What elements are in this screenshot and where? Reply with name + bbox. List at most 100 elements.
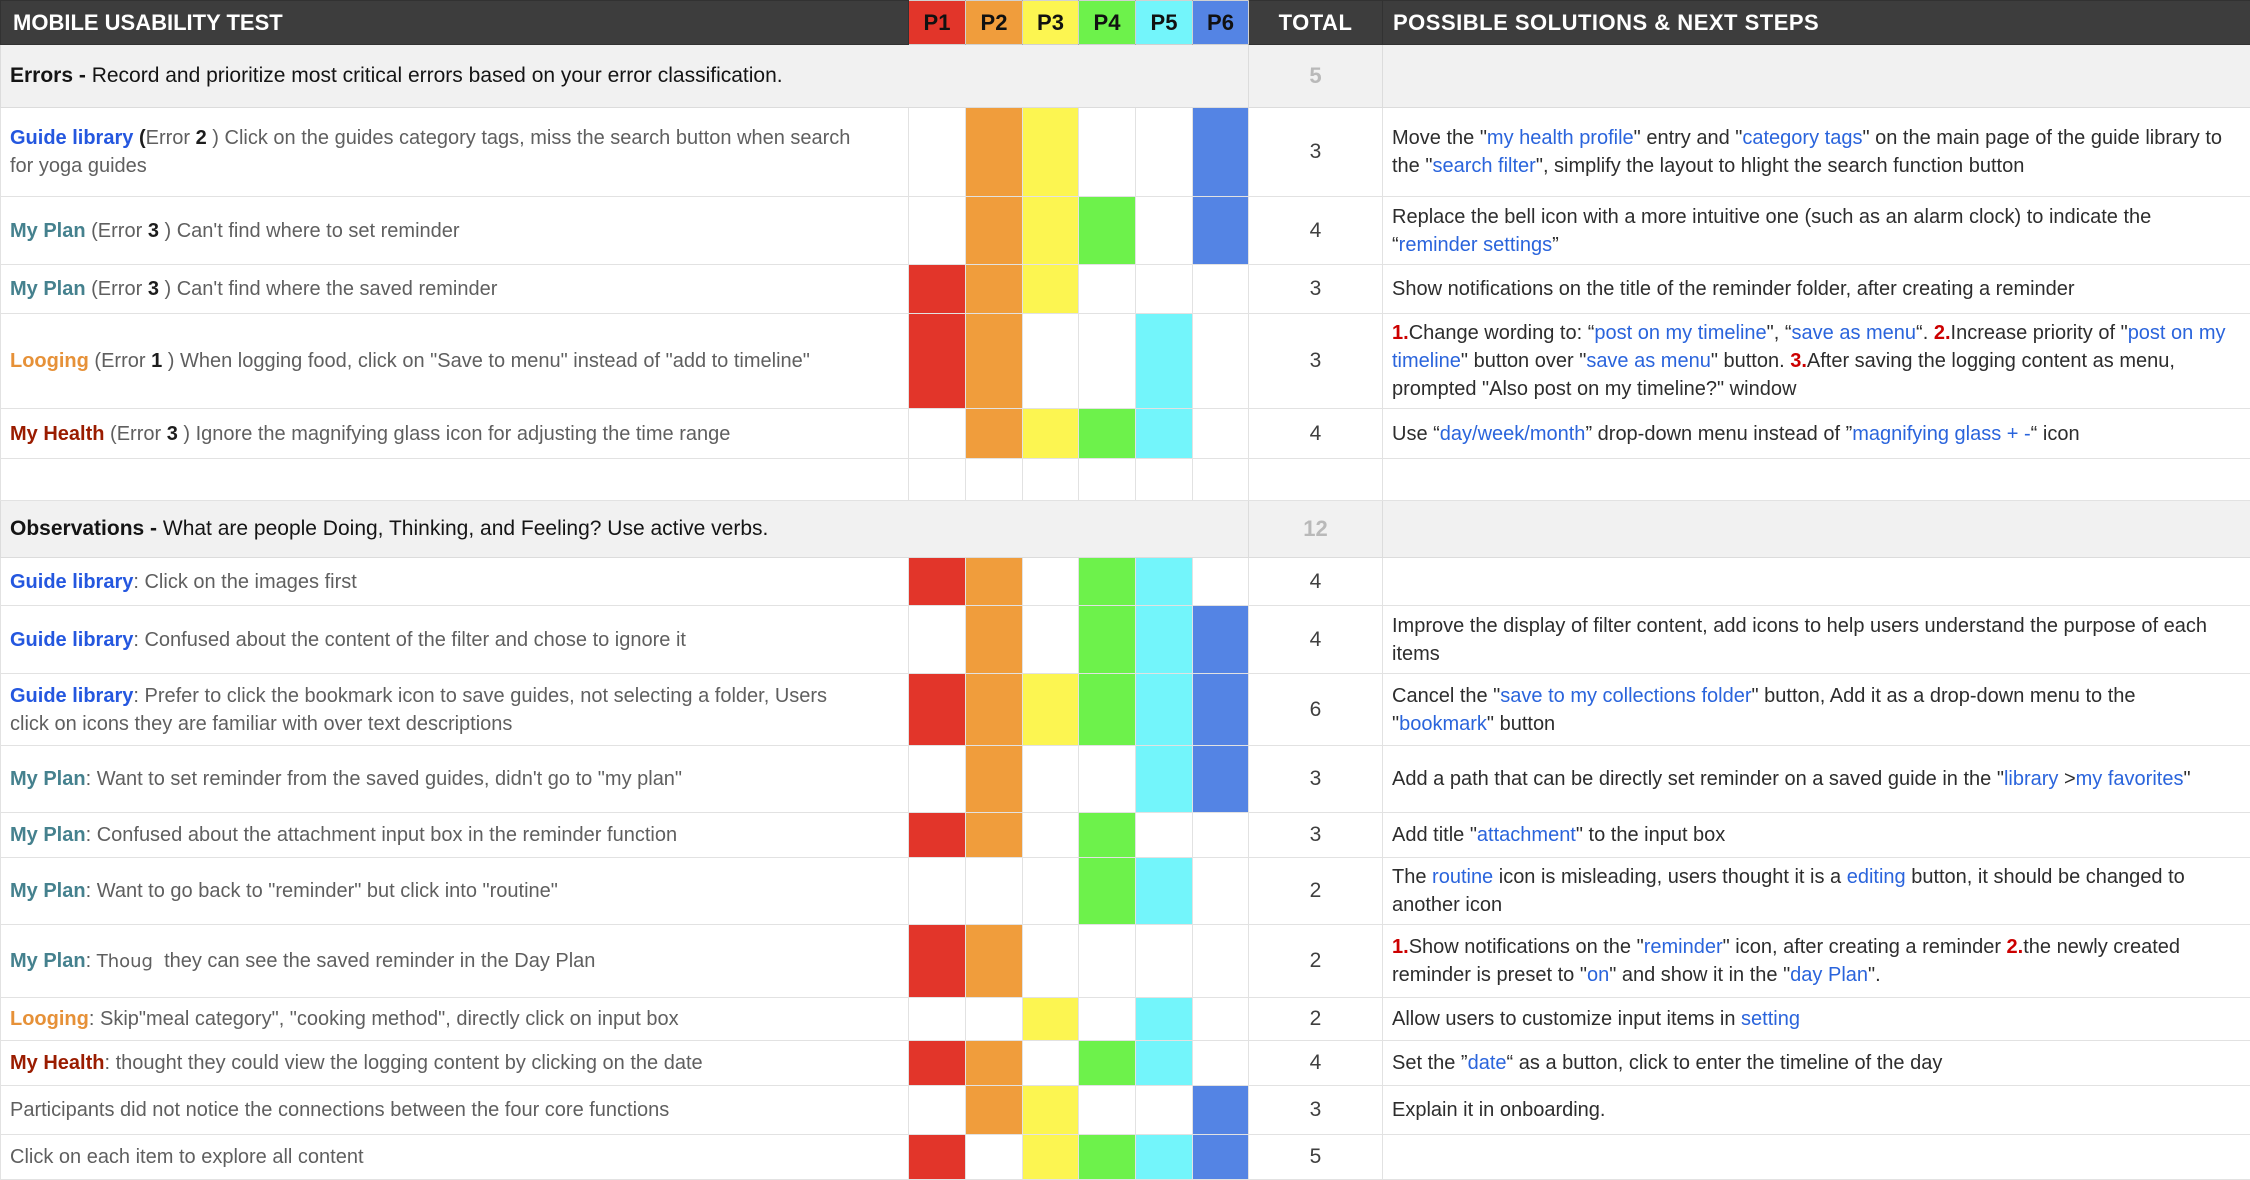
row-solution-cell[interactable]: Move the "my health profile" entry and "… — [1383, 108, 2250, 197]
participant-p6-mark-cell[interactable] — [1193, 108, 1249, 197]
participant-p2-mark-cell[interactable] — [966, 265, 1023, 314]
participant-p5-mark-cell[interactable] — [1136, 746, 1193, 813]
participant-p5-mark-cell[interactable] — [1136, 858, 1193, 925]
participant-p6-mark-cell[interactable] — [1193, 998, 1249, 1041]
participant-p5-mark-cell[interactable] — [1136, 459, 1193, 501]
total-column-header[interactable]: TOTAL — [1249, 1, 1383, 45]
participant-p4-mark-cell[interactable] — [1079, 606, 1136, 674]
participant-p5-mark-cell[interactable] — [1136, 1041, 1193, 1086]
participant-p3-mark-cell[interactable] — [1023, 265, 1079, 314]
participant-p1-mark-cell[interactable] — [909, 1086, 966, 1135]
participant-p4-mark-cell[interactable] — [1079, 813, 1136, 858]
row-solution-cell[interactable]: Set the ”date“ as a button, click to ent… — [1383, 1041, 2250, 1086]
participant-p4-mark-cell[interactable] — [1079, 998, 1136, 1041]
participant-p2-mark-cell[interactable] — [966, 108, 1023, 197]
row-description-cell[interactable] — [1, 459, 909, 501]
row-total-cell[interactable]: 4 — [1249, 558, 1383, 606]
participant-p1-mark-cell[interactable] — [909, 558, 966, 606]
participant-p4-mark-cell[interactable] — [1079, 409, 1136, 459]
participant-p5-mark-cell[interactable] — [1136, 813, 1193, 858]
participant-p3-mark-cell[interactable] — [1023, 746, 1079, 813]
participant-p6-header[interactable]: P6 — [1193, 1, 1249, 45]
row-description-cell[interactable]: My Plan: Confused about the attachment i… — [1, 813, 909, 858]
row-description-cell[interactable]: Click on each item to explore all conten… — [1, 1135, 909, 1180]
row-description-cell[interactable]: My Plan (Error 3 ) Can't find where to s… — [1, 197, 909, 265]
participant-p6-mark-cell[interactable] — [1193, 265, 1249, 314]
participant-p2-mark-cell[interactable] — [966, 1086, 1023, 1135]
participant-p5-mark-cell[interactable] — [1136, 409, 1193, 459]
participant-p1-mark-cell[interactable] — [909, 314, 966, 409]
participant-p6-mark-cell[interactable] — [1193, 1135, 1249, 1180]
participant-p6-mark-cell[interactable] — [1193, 459, 1249, 501]
participant-p4-mark-cell[interactable] — [1079, 925, 1136, 998]
solutions-column-header[interactable]: POSSIBLE SOLUTIONS & NEXT STEPS — [1383, 1, 2250, 45]
row-total-cell[interactable]: 4 — [1249, 197, 1383, 265]
participant-p6-mark-cell[interactable] — [1193, 1086, 1249, 1135]
participant-p2-header[interactable]: P2 — [966, 1, 1023, 45]
row-solution-cell[interactable]: 1.Show notifications on the "reminder" i… — [1383, 925, 2250, 998]
row-solution-cell[interactable]: The routine icon is misleading, users th… — [1383, 858, 2250, 925]
row-total-cell[interactable]: 2 — [1249, 925, 1383, 998]
row-description-cell[interactable]: Participants did not notice the connecti… — [1, 1086, 909, 1135]
participant-p1-mark-cell[interactable] — [909, 998, 966, 1041]
section-solutions-cell[interactable] — [1383, 501, 2250, 558]
participant-p2-mark-cell[interactable] — [966, 606, 1023, 674]
participant-p2-mark-cell[interactable] — [966, 998, 1023, 1041]
participant-p4-mark-cell[interactable] — [1079, 558, 1136, 606]
row-total-cell[interactable]: 3 — [1249, 813, 1383, 858]
participant-p6-mark-cell[interactable] — [1193, 197, 1249, 265]
participant-p6-mark-cell[interactable] — [1193, 1041, 1249, 1086]
section-total-cell[interactable]: 5 — [1249, 45, 1383, 108]
row-total-cell[interactable]: 4 — [1249, 1041, 1383, 1086]
participant-p4-mark-cell[interactable] — [1079, 265, 1136, 314]
row-description-cell[interactable]: Looging (Error 1 ) When logging food, cl… — [1, 314, 909, 409]
row-total-cell[interactable]: 4 — [1249, 409, 1383, 459]
participant-p3-mark-cell[interactable] — [1023, 314, 1079, 409]
row-description-cell[interactable]: My Plan: Want to set reminder from the s… — [1, 746, 909, 813]
section-title-cell[interactable]: Errors - Record and prioritize most crit… — [1, 45, 1249, 108]
participant-p4-header[interactable]: P4 — [1079, 1, 1136, 45]
participant-p6-mark-cell[interactable] — [1193, 409, 1249, 459]
participant-p1-mark-cell[interactable] — [909, 1041, 966, 1086]
row-solution-cell[interactable]: Cancel the "save to my collections folde… — [1383, 674, 2250, 746]
participant-p4-mark-cell[interactable] — [1079, 197, 1136, 265]
row-description-cell[interactable]: Guide library: Click on the images first — [1, 558, 909, 606]
participant-p3-mark-cell[interactable] — [1023, 558, 1079, 606]
row-total-cell[interactable]: 2 — [1249, 998, 1383, 1041]
participant-p3-header[interactable]: P3 — [1023, 1, 1079, 45]
row-total-cell[interactable]: 3 — [1249, 108, 1383, 197]
row-total-cell[interactable] — [1249, 459, 1383, 501]
participant-p4-mark-cell[interactable] — [1079, 1041, 1136, 1086]
participant-p1-mark-cell[interactable] — [909, 858, 966, 925]
participant-p4-mark-cell[interactable] — [1079, 314, 1136, 409]
participant-p5-mark-cell[interactable] — [1136, 606, 1193, 674]
row-description-cell[interactable]: My Plan: Want to go back to "reminder" b… — [1, 858, 909, 925]
row-description-cell[interactable]: My Health: thought they could view the l… — [1, 1041, 909, 1086]
participant-p2-mark-cell[interactable] — [966, 409, 1023, 459]
participant-p6-mark-cell[interactable] — [1193, 606, 1249, 674]
row-total-cell[interactable]: 5 — [1249, 1135, 1383, 1180]
participant-p1-mark-cell[interactable] — [909, 925, 966, 998]
participant-p3-mark-cell[interactable] — [1023, 858, 1079, 925]
participant-p3-mark-cell[interactable] — [1023, 108, 1079, 197]
row-total-cell[interactable]: 3 — [1249, 746, 1383, 813]
participant-p1-mark-cell[interactable] — [909, 108, 966, 197]
participant-p1-mark-cell[interactable] — [909, 459, 966, 501]
participant-p2-mark-cell[interactable] — [966, 1135, 1023, 1180]
participant-p3-mark-cell[interactable] — [1023, 998, 1079, 1041]
row-description-cell[interactable]: My Plan: Thoug they can see the saved re… — [1, 925, 909, 998]
participant-p5-mark-cell[interactable] — [1136, 558, 1193, 606]
participant-p5-mark-cell[interactable] — [1136, 998, 1193, 1041]
row-description-cell[interactable]: My Plan (Error 3 ) Can't find where the … — [1, 265, 909, 314]
section-total-cell[interactable]: 12 — [1249, 501, 1383, 558]
participant-p2-mark-cell[interactable] — [966, 558, 1023, 606]
participant-p1-mark-cell[interactable] — [909, 746, 966, 813]
participant-p2-mark-cell[interactable] — [966, 858, 1023, 925]
participant-p5-mark-cell[interactable] — [1136, 925, 1193, 998]
participant-p5-mark-cell[interactable] — [1136, 1135, 1193, 1180]
participant-p3-mark-cell[interactable] — [1023, 813, 1079, 858]
participant-p6-mark-cell[interactable] — [1193, 314, 1249, 409]
participant-p6-mark-cell[interactable] — [1193, 813, 1249, 858]
participant-p4-mark-cell[interactable] — [1079, 1135, 1136, 1180]
row-total-cell[interactable]: 3 — [1249, 314, 1383, 409]
